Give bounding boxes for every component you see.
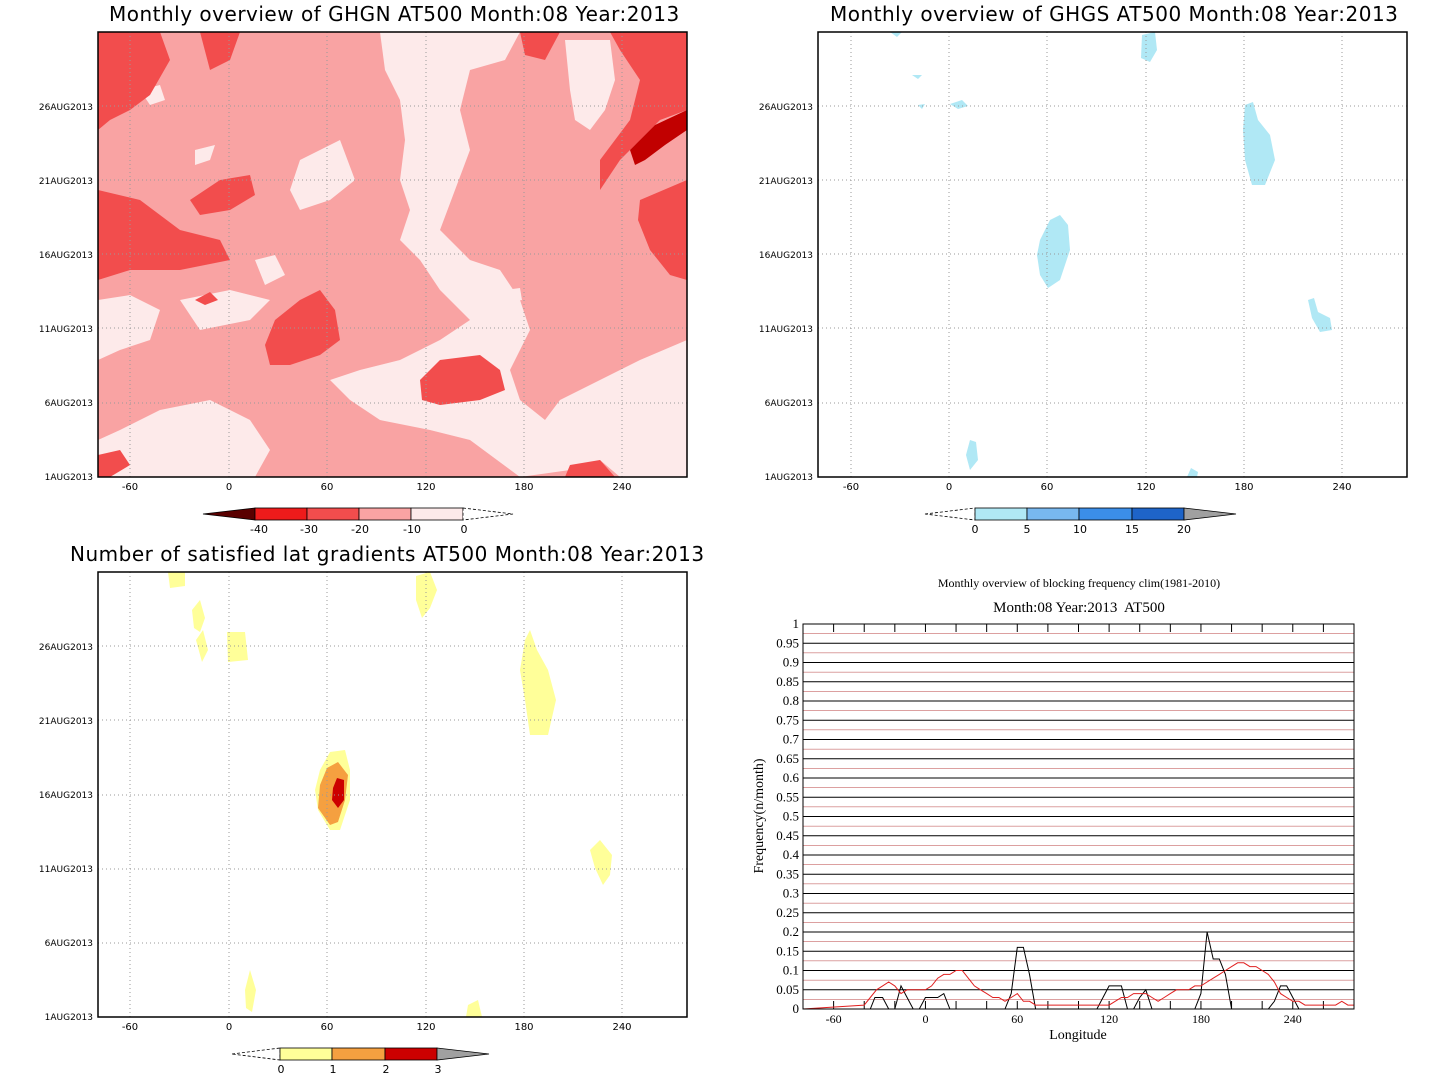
line-chart-y-tick: 0.75 [776, 712, 799, 727]
line-chart-series-1 [802, 962, 1354, 1010]
line-chart-y-tick: 0.85 [776, 674, 799, 689]
lat-gradient-title: Number of satisfied lat gradients AT500 … [70, 542, 705, 566]
line-chart-y-tick: 0.25 [776, 905, 799, 920]
line-chart-y-tick: 0.55 [776, 789, 799, 804]
line-chart-y-tick: 0.6 [783, 770, 800, 785]
line-chart-title: Monthly overview of blocking frequency c… [938, 576, 1220, 590]
line-chart-x-tick: 0 [922, 1012, 928, 1026]
line-chart-frame [802, 623, 1355, 1010]
line-chart-x-tick: 240 [1284, 1012, 1302, 1026]
line-chart-xlabel: Longitude [1049, 1028, 1107, 1043]
line-chart-y-tick: 0.8 [783, 693, 799, 708]
line-chart-y-tick: 0.05 [776, 982, 799, 997]
line-chart-ylabel: Frequency(n/month) [752, 758, 767, 873]
line-chart-y-tick: 0.65 [776, 751, 799, 766]
line-chart-ticks: 0 0.05 0.1 0.15 0.2 0.25 0.3 0.35 0.4 0.45 0.5 0.55… [776, 616, 1324, 1026]
line-chart-series-0 [803, 931, 1354, 1010]
line-chart-y-tick: 0.4 [783, 847, 800, 862]
line-chart-y-tick: 0 [793, 1001, 800, 1016]
line-chart-x-tick: 60 [1011, 1012, 1023, 1026]
line-chart-y-tick: 0.1 [783, 963, 799, 978]
line-chart-grid [803, 623, 1354, 1010]
line-chart-subtitle: Month:08 Year:2013 AT500 [993, 600, 1165, 616]
line-chart-y-tick: 0.3 [783, 886, 799, 901]
line-chart-y-tick: 0.45 [776, 828, 799, 843]
line-chart-x-tick: 180 [1192, 1012, 1210, 1026]
line-chart-y-tick: 0.35 [776, 866, 799, 881]
line-chart-y-tick: 0.5 [783, 809, 799, 824]
ghgs-title: Monthly overview of GHGS AT500 Month:08 … [830, 2, 1399, 26]
line-chart-y-tick: 0.2 [783, 924, 799, 939]
line-chart-y-tick: 0.15 [776, 943, 799, 958]
line-chart-x-tick: 120 [1100, 1012, 1118, 1026]
line-chart-y-tick: 0.9 [783, 655, 799, 670]
line-chart-series [802, 931, 1354, 1010]
line-chart-y-tick: 0.7 [783, 732, 800, 747]
ghgn-title: Monthly overview of GHGN AT500 Month:08 … [109, 2, 680, 26]
line-chart-y-tick: 1 [793, 616, 800, 631]
line-chart-y-tick: 0.95 [776, 635, 799, 650]
line-chart-x-tick: -60 [826, 1012, 842, 1026]
